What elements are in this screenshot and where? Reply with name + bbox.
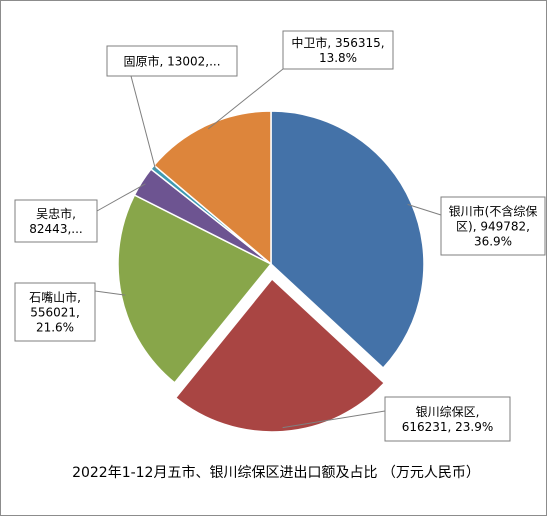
data-label-text: 中卫市, 356315, — [291, 35, 384, 50]
data-label-text: 银川综保区, — [416, 405, 480, 419]
pie-slice-1 — [270, 110, 425, 370]
data-label-text: 616231, 23.9% — [402, 420, 494, 434]
data-label-box — [14, 282, 96, 342]
data-label-text: 556021, — [30, 306, 80, 320]
data-label-text: 82443,... — [29, 222, 82, 236]
pie-slice-6 — [153, 110, 272, 266]
chart-title: 2022年1-12月五市、银川综保区进出口额及占比 （万元人民币） — [72, 465, 480, 481]
data-label-box — [106, 45, 238, 77]
pie-slice-3 — [117, 193, 273, 384]
data-label-box — [14, 199, 98, 243]
data-label-2: 银川综保区,616231, 23.9% — [384, 396, 511, 442]
data-label-4: 吴忠市,82443,... — [14, 199, 98, 243]
data-label-5: 固原市, 13002,... — [106, 45, 238, 77]
data-label-text: 区), 949782, — [456, 220, 530, 234]
leader-line-3 — [94, 290, 126, 296]
data-label-text: 石嘴山市, — [29, 290, 81, 305]
leader-line-6 — [207, 68, 284, 130]
data-label-text: 36.9% — [474, 235, 512, 249]
data-label-text: 固原市, 13002,... — [123, 54, 220, 69]
data-label-box — [282, 30, 394, 70]
data-label-box — [384, 396, 511, 442]
leader-line-4 — [96, 183, 146, 212]
leader-line-2 — [282, 410, 386, 429]
data-label-text: 13.8% — [319, 51, 357, 65]
data-label-6: 中卫市, 356315,13.8% — [282, 30, 394, 70]
data-label-box — [440, 196, 546, 256]
leader-line-5 — [130, 75, 157, 170]
leader-line-1 — [407, 203, 442, 216]
data-label-text: 银川市(不含综保 — [449, 204, 538, 219]
data-label-text: 吴忠市, — [36, 206, 76, 221]
data-label-text: 21.6% — [36, 321, 74, 335]
pie-slice-2 — [174, 277, 386, 433]
data-label-3: 石嘴山市,556021,21.6% — [14, 282, 96, 342]
